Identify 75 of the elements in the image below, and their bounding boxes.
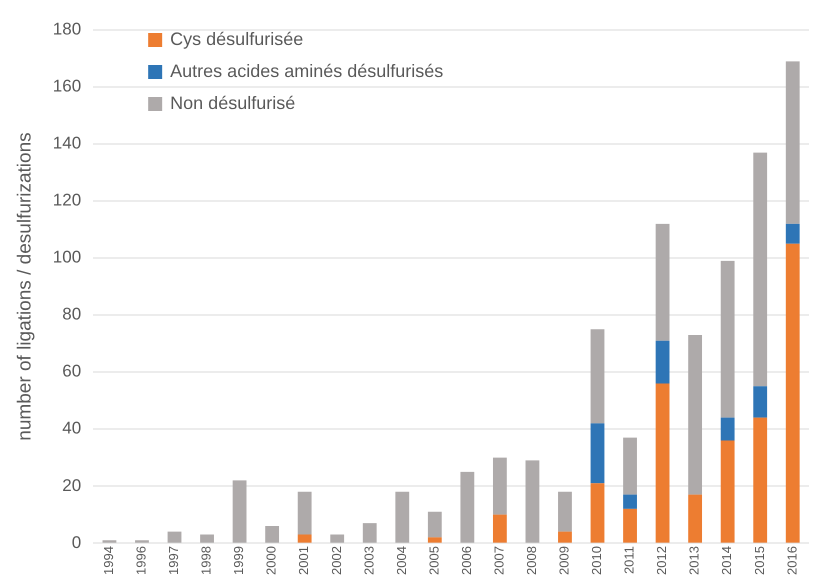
x-tick-label: 2003 [361, 546, 376, 575]
y-tick-label: 40 [62, 418, 82, 438]
x-tick-label: 2015 [752, 546, 767, 575]
x-tick-label: 2010 [589, 546, 604, 575]
bar [590, 423, 604, 484]
x-tick-label: 2007 [491, 546, 506, 575]
x-tick-label: 2012 [654, 546, 670, 575]
bar [232, 480, 246, 543]
bar [428, 537, 442, 543]
bar [298, 534, 312, 543]
bar [688, 494, 702, 543]
bar [102, 540, 116, 543]
y-tick-label: 180 [52, 20, 82, 39]
bar [656, 383, 670, 543]
bar [753, 418, 768, 543]
bar [492, 514, 507, 543]
x-tick-label: 2000 [264, 546, 279, 575]
bar [786, 224, 800, 244]
bar [720, 260, 735, 418]
x-tick-label: 2009 [556, 546, 572, 575]
bar [526, 460, 540, 543]
y-tick-label: 60 [62, 362, 82, 381]
bar [492, 458, 507, 515]
y-tick-label: 80 [62, 304, 82, 324]
bar [590, 483, 604, 543]
bar [298, 492, 312, 535]
x-tick-label: 2001 [296, 546, 312, 575]
bar [330, 534, 344, 543]
bar [688, 335, 702, 495]
bar [786, 244, 800, 543]
legend-label: Autres acides aminés désulfurisés [170, 60, 444, 81]
bar [623, 438, 637, 495]
bar [656, 224, 670, 341]
bar [623, 494, 637, 509]
y-axis-title: number of ligations / desulfurizations [14, 132, 36, 441]
x-tick-label: 2002 [328, 546, 344, 575]
y-tick-label: 20 [62, 476, 82, 495]
y-tick-label: 140 [52, 134, 82, 153]
bar [656, 340, 670, 384]
x-tick-label: 2014 [719, 546, 734, 575]
bar [558, 492, 572, 532]
bar [720, 440, 735, 543]
x-tick-label: 1999 [231, 546, 246, 575]
y-tick-label: 100 [52, 248, 82, 267]
bar [720, 418, 735, 440]
x-tick-label: 1998 [198, 546, 214, 575]
x-tick-label: 1997 [166, 546, 182, 575]
y-tick-label: 160 [52, 76, 82, 96]
legend-label: Non désulfurisé [170, 92, 296, 113]
bar [168, 532, 182, 543]
x-tick-label: 2008 [524, 546, 540, 575]
x-tick-label: 1994 [101, 546, 116, 575]
x-tick-label: 2013 [686, 546, 702, 575]
bar [558, 532, 572, 543]
bar [590, 329, 604, 424]
bar [753, 152, 768, 386]
bar [786, 61, 800, 224]
bar [265, 526, 280, 543]
legend-label: Cys désulfurisée [170, 28, 304, 49]
bar [200, 534, 214, 543]
bar [428, 512, 442, 538]
bar [362, 523, 377, 543]
bar [623, 508, 637, 543]
bar [395, 492, 410, 543]
bar [460, 472, 474, 543]
x-tick-label: 2016 [784, 546, 800, 575]
y-tick-label: 0 [72, 532, 82, 552]
x-tick-label: 2005 [426, 546, 442, 575]
x-tick-label: 2004 [394, 546, 409, 575]
bar [135, 540, 149, 543]
x-tick-label: 2006 [458, 546, 474, 575]
bar [753, 386, 768, 418]
y-tick-label: 120 [52, 190, 82, 210]
x-tick-label: 1996 [134, 546, 149, 575]
x-tick-label: 2011 [622, 546, 637, 574]
